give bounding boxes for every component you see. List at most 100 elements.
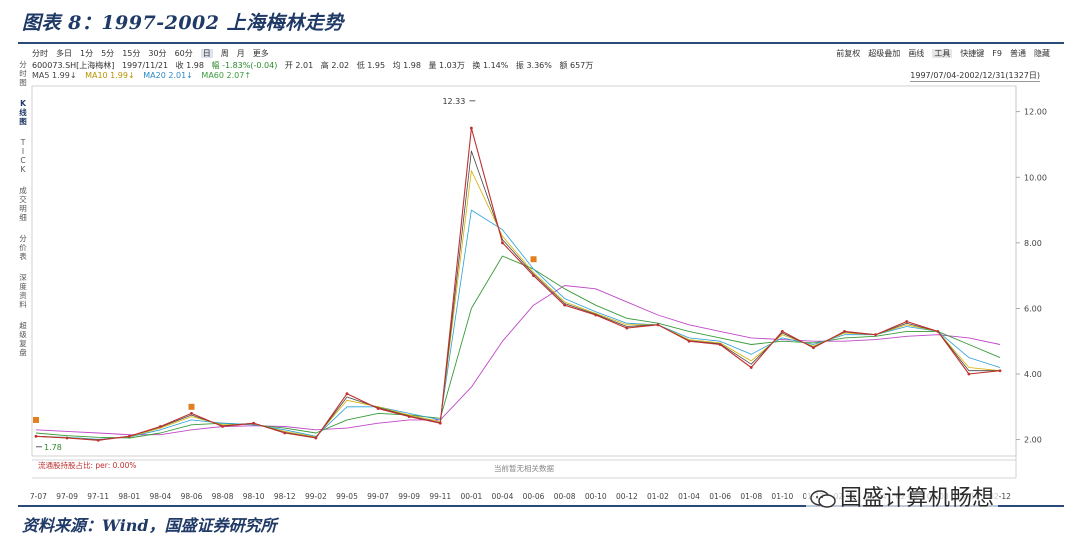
price-point-4 xyxy=(158,425,162,428)
period-tab-7[interactable]: 日 xyxy=(200,49,213,58)
price-point-15 xyxy=(501,241,504,245)
period-tab-1[interactable]: 多日 xyxy=(56,49,72,58)
x-tick-label-12: 99-09 xyxy=(398,492,420,501)
price-point-24 xyxy=(780,329,784,333)
ma5-label: MA5 1.99↓ xyxy=(32,71,77,80)
side-tab-4[interactable]: 分价表 xyxy=(19,234,27,261)
period-tab-10[interactable]: 更多 xyxy=(252,49,269,58)
x-tick-label-9: 99-02 xyxy=(305,492,327,501)
tool-item-7[interactable]: 隐藏 xyxy=(1034,49,1050,58)
x-tick-label-3: 98-01 xyxy=(118,492,140,501)
x-tick-label-5: 98-06 xyxy=(181,492,203,501)
side-tab-3[interactable]: 成交明细 xyxy=(19,186,27,222)
tool-item-3[interactable]: 工具 xyxy=(932,49,953,58)
series-line-ma5 xyxy=(35,150,1000,441)
price-point-28 xyxy=(905,320,909,323)
x-tick-label-7: 98-10 xyxy=(243,492,265,501)
price-chart: 2.00 4.00 6.00 8.00 10.00 12.00 97-07 97-09 97-1… xyxy=(30,85,1047,501)
price-point-8 xyxy=(283,431,287,435)
x-tick-label-11: 99-07 xyxy=(367,492,389,501)
ma10-label: MA10 1.99↓ xyxy=(85,71,135,80)
watermark-text: 国盛计算机畅想 xyxy=(840,486,995,511)
period-tab-6[interactable]: 60分 xyxy=(174,49,193,58)
series-line-ma120 xyxy=(35,285,1001,436)
y-tick-label-0: 2.00 xyxy=(1024,436,1042,445)
x-tick-label-6: 98-08 xyxy=(212,492,234,501)
quote-amplitude: 振 3.36% xyxy=(515,61,552,70)
quote-info-line: 600073.SH[上海梅林] 1997/11/21 收 1.98 幅 -1.8… xyxy=(32,60,598,71)
indicator-label: 流通股持股占比: per: 0.00% xyxy=(38,460,136,470)
x-tick-label-18: 00-10 xyxy=(585,492,607,501)
x-tick-label-31: 02-12 xyxy=(989,492,1011,501)
quote-amount: 额 657万 xyxy=(559,61,594,70)
ma60-label: MA60 2.07↑ xyxy=(201,71,252,80)
side-tab-0[interactable]: 分时图 xyxy=(19,60,27,87)
date-range-selector[interactable]: 1997/07/04-2002/12/31(1327日) xyxy=(910,71,1040,82)
quote-close: 收 1.98 xyxy=(175,61,204,70)
period-tab-9[interactable]: 月 xyxy=(236,49,245,58)
annotation-max-label: 12.33 xyxy=(442,97,465,106)
period-tab-2[interactable]: 1分 xyxy=(80,49,94,58)
price-point-0 xyxy=(34,434,38,438)
y-tick-label-5: 12.00 xyxy=(1024,108,1047,117)
price-point-9 xyxy=(314,436,318,440)
price-point-20 xyxy=(656,323,660,327)
source-note: 资料来源：Wind，国盛证券研究所 xyxy=(22,516,277,535)
series-line-ma20 xyxy=(35,209,1001,440)
price-point-25 xyxy=(812,346,815,350)
period-tab-5[interactable]: 30分 xyxy=(148,49,167,58)
x-tick-label-15: 00-04 xyxy=(492,492,514,501)
period-tab-8[interactable]: 周 xyxy=(220,49,229,58)
y-tick-label-3: 8.00 xyxy=(1024,239,1042,248)
tool-item-0[interactable]: 前复权 xyxy=(836,49,861,58)
period-tab-0[interactable]: 分时 xyxy=(32,49,48,58)
x-tick-label-20: 01-02 xyxy=(647,492,669,501)
x-tick-label-1: 97-09 xyxy=(56,492,78,501)
tool-item-2[interactable]: 画线 xyxy=(908,49,925,58)
price-point-18 xyxy=(594,313,598,317)
price-point-2 xyxy=(96,438,100,442)
side-tab-6[interactable]: 超级复盘 xyxy=(19,321,27,357)
tool-toolbar: 前复权 超级叠加 画线 工具 快捷键 F9 普通 隐藏 xyxy=(828,48,1050,59)
tool-item-4[interactable]: 快捷键 xyxy=(960,49,985,58)
event-marker-1 xyxy=(188,403,195,410)
x-tick-label-16: 00-06 xyxy=(523,492,545,501)
quote-high: 高 2.02 xyxy=(320,61,350,70)
price-point-6 xyxy=(221,425,224,428)
wechat-icon xyxy=(810,490,836,508)
plot-frame xyxy=(31,85,1017,457)
x-tick-label-10: 99-05 xyxy=(336,492,358,501)
period-tab-4[interactable]: 15分 xyxy=(122,49,141,58)
quote-turnover: 换 1.14% xyxy=(472,61,509,70)
x-tick-label-21: 01-04 xyxy=(678,492,700,501)
y-tick-label-1: 4.00 xyxy=(1024,370,1042,379)
x-tick-label-24: 01-10 xyxy=(771,492,793,501)
price-point-14 xyxy=(469,126,473,130)
title-rule xyxy=(18,42,1064,44)
price-point-19 xyxy=(625,326,629,330)
watermark: 国盛计算机畅想 xyxy=(806,480,999,512)
event-marker-0 xyxy=(33,416,39,423)
price-point-27 xyxy=(874,333,878,337)
quote-date: 1997/11/21 xyxy=(121,61,169,70)
price-point-26 xyxy=(843,329,846,333)
price-point-17 xyxy=(563,303,567,307)
quote-open: 开 2.01 xyxy=(284,61,314,70)
period-tab-3[interactable]: 5分 xyxy=(101,49,115,58)
x-tick-label-4: 98-04 xyxy=(149,492,171,501)
y-tick-label-4: 10.00 xyxy=(1024,173,1047,182)
x-tick-label-0: 97-07 xyxy=(30,492,47,501)
period-toolbar: 分时 多日 1分 5分 15分 30分 60分日周月更多 xyxy=(32,48,277,60)
series-line-ma10 xyxy=(35,170,1001,441)
tool-item-5[interactable]: F9 xyxy=(992,49,1002,58)
side-tab-5[interactable]: 深度资料 xyxy=(19,273,27,309)
annotation-min-label: 1.78 xyxy=(44,443,62,452)
price-point-13 xyxy=(438,421,442,425)
price-point-5 xyxy=(190,411,193,415)
tool-item-1[interactable]: 超级叠加 xyxy=(868,49,901,58)
tool-item-6[interactable]: 普通 xyxy=(1010,49,1026,58)
